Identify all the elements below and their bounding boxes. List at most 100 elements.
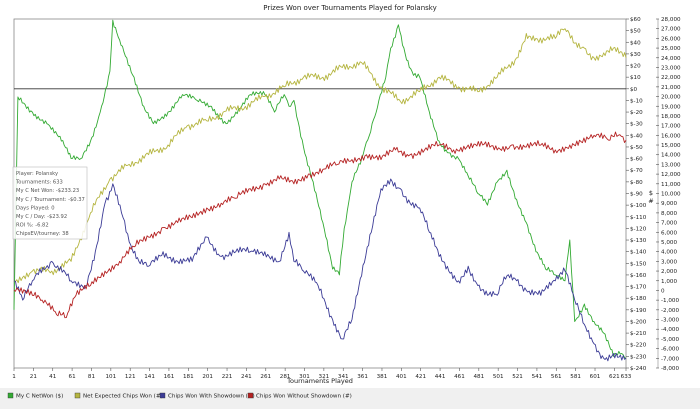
y-left-tick-label: $-170 bbox=[630, 285, 647, 291]
y-axis-left: $60 $50 $40 $30 $20 $10 $0 $-10 $-20 $-30 $-40 $-50… bbox=[626, 17, 647, 372]
y-right-tick-label: 28,000 bbox=[661, 17, 681, 23]
legend-label: Net Expected Chips Won (#) bbox=[83, 394, 163, 400]
x-tick-label: 141 bbox=[144, 374, 155, 380]
x-tick-label: 301 bbox=[299, 374, 310, 380]
x-tick-label: 281 bbox=[280, 374, 291, 380]
y-left-tick-label: $-90 bbox=[630, 192, 643, 198]
x-tick-label: 321 bbox=[319, 374, 330, 380]
y-left-tick-label: $-40 bbox=[630, 133, 643, 139]
x-tick-label: 481 bbox=[473, 374, 484, 380]
player-info-box: Player: Polansky Tournaments: 633 My C Net… bbox=[12, 166, 88, 240]
legend-swatch bbox=[159, 392, 166, 399]
y-right-tick-label: 24,000 bbox=[661, 56, 681, 62]
y-right-tick-label: -1,000 bbox=[661, 298, 679, 304]
x-tick-label: 521 bbox=[512, 374, 523, 380]
y-right-tick-label: -6,000 bbox=[661, 347, 679, 353]
chart-title: Prizes Won over Tournaments Played for P… bbox=[263, 4, 436, 12]
y-right-tick-label: 3,000 bbox=[661, 259, 677, 265]
x-tick-label: 581 bbox=[570, 374, 581, 380]
player-info-line: ChipsEV/tourney: 38 bbox=[16, 231, 69, 237]
y-left-tick-label: $60 bbox=[630, 17, 641, 23]
y-right-tick-label: -4,000 bbox=[661, 327, 679, 333]
legend-label: Chips Won With Showdown (#) bbox=[168, 394, 255, 400]
y-left-tick-label: $-100 bbox=[630, 203, 647, 209]
y-left-tick-label: $20 bbox=[630, 64, 641, 70]
y-right-tick-label: 7,000 bbox=[661, 221, 677, 227]
y-right-tick-label: -5,000 bbox=[661, 337, 679, 343]
y-right-tick-label: 25,000 bbox=[661, 46, 681, 52]
y-left-tick-label: $-190 bbox=[630, 308, 647, 314]
y-axis-label-middle: $ bbox=[649, 189, 653, 197]
y-left-tick-label: $-240 bbox=[630, 366, 647, 372]
x-tick-label: 161 bbox=[164, 374, 175, 380]
series-lines bbox=[13, 19, 627, 362]
y-right-tick-label: 12,000 bbox=[661, 172, 681, 178]
x-tick-label: 261 bbox=[260, 374, 271, 380]
y-right-tick-label: 13,000 bbox=[661, 162, 681, 168]
y-right-tick-label: 10,000 bbox=[661, 192, 681, 198]
player-info-line: My C / Tournament: -$0.37 bbox=[16, 197, 85, 203]
series-line-4 bbox=[13, 131, 627, 319]
y-right-tick-label: 0 bbox=[661, 288, 665, 294]
x-tick-label: 421 bbox=[415, 374, 426, 380]
y-left-tick-label: $10 bbox=[630, 75, 641, 81]
player-info-line: ROI %: -6.82 bbox=[16, 223, 49, 229]
y-left-tick-label: $50 bbox=[630, 29, 641, 35]
x-tick-label: 181 bbox=[183, 374, 194, 380]
y-left-tick-label: $-220 bbox=[630, 343, 647, 349]
x-tick-label: 101 bbox=[105, 374, 116, 380]
y-axis-right: 28,000 27,000 26,000 25,000 24,000 23,000 22,0… bbox=[656, 17, 681, 372]
player-info-line: Player: Polansky bbox=[16, 171, 58, 177]
x-tick-label: 541 bbox=[532, 374, 543, 380]
player-info-line: Tournaments: 633 bbox=[15, 180, 63, 186]
y-left-tick-label: $-150 bbox=[630, 261, 647, 267]
x-tick-label: 21 bbox=[30, 374, 38, 380]
x-tick-label: 561 bbox=[551, 374, 562, 380]
y-axis-label-right: # bbox=[648, 197, 653, 205]
y-left-tick-label: $30 bbox=[630, 52, 641, 58]
series-line-1 bbox=[13, 19, 627, 360]
legend-label: Chips Won Without Showdown (#) bbox=[256, 394, 352, 400]
player-info-line: My C Net Won: -$233.23 bbox=[16, 188, 79, 194]
legend-swatch bbox=[247, 392, 254, 399]
y-right-tick-label: 16,000 bbox=[661, 133, 681, 139]
x-tick-label: 461 bbox=[454, 374, 465, 380]
y-left-tick-label: $-110 bbox=[630, 215, 647, 221]
x-tick-label: 441 bbox=[435, 374, 446, 380]
x-tick-label: 341 bbox=[338, 374, 349, 380]
player-info-line: My C / Day: -$23.92 bbox=[16, 214, 67, 220]
x-tick-label: 61 bbox=[69, 374, 77, 380]
y-left-tick-label: $-160 bbox=[630, 273, 647, 279]
y-right-tick-label: 21,000 bbox=[661, 85, 681, 91]
y-right-tick-label: 23,000 bbox=[661, 65, 681, 71]
y-right-tick-label: -2,000 bbox=[661, 308, 679, 314]
player-info-line: Days Played: 0 bbox=[16, 205, 55, 211]
x-tick-label: 41 bbox=[49, 374, 57, 380]
y-left-tick-label: $-230 bbox=[630, 354, 647, 360]
y-left-tick-label: $-210 bbox=[630, 331, 647, 337]
x-tick-label: 501 bbox=[493, 374, 504, 380]
y-left-tick-label: $-180 bbox=[630, 296, 647, 302]
y-right-tick-label: 4,000 bbox=[661, 250, 677, 256]
y-left-tick-label: $-80 bbox=[630, 180, 643, 186]
y-right-tick-label: 14,000 bbox=[661, 153, 681, 159]
x-tick-label: 81 bbox=[88, 374, 96, 380]
y-left-tick-label: $-30 bbox=[630, 122, 643, 128]
y-right-tick-label: 9,000 bbox=[661, 201, 677, 207]
y-right-tick-label: 6,000 bbox=[661, 230, 677, 236]
y-right-tick-label: -7,000 bbox=[661, 356, 679, 362]
x-tick-label: 1 bbox=[12, 374, 16, 380]
y-left-tick-label: $0 bbox=[630, 87, 638, 93]
y-right-tick-label: 15,000 bbox=[661, 143, 681, 149]
y-right-tick-label: 22,000 bbox=[661, 75, 681, 81]
x-tick-label: 401 bbox=[396, 374, 407, 380]
legend-label: My C NetWon ($) bbox=[16, 394, 63, 400]
legend-swatch bbox=[74, 392, 81, 399]
y-right-tick-label: 27,000 bbox=[661, 27, 681, 33]
y-right-tick-label: 18,000 bbox=[661, 114, 681, 120]
x-tick-label: 121 bbox=[125, 374, 136, 380]
y-right-tick-label: 5,000 bbox=[661, 240, 677, 246]
x-tick-label: 381 bbox=[377, 374, 388, 380]
y-left-tick-label: $-60 bbox=[630, 157, 643, 163]
